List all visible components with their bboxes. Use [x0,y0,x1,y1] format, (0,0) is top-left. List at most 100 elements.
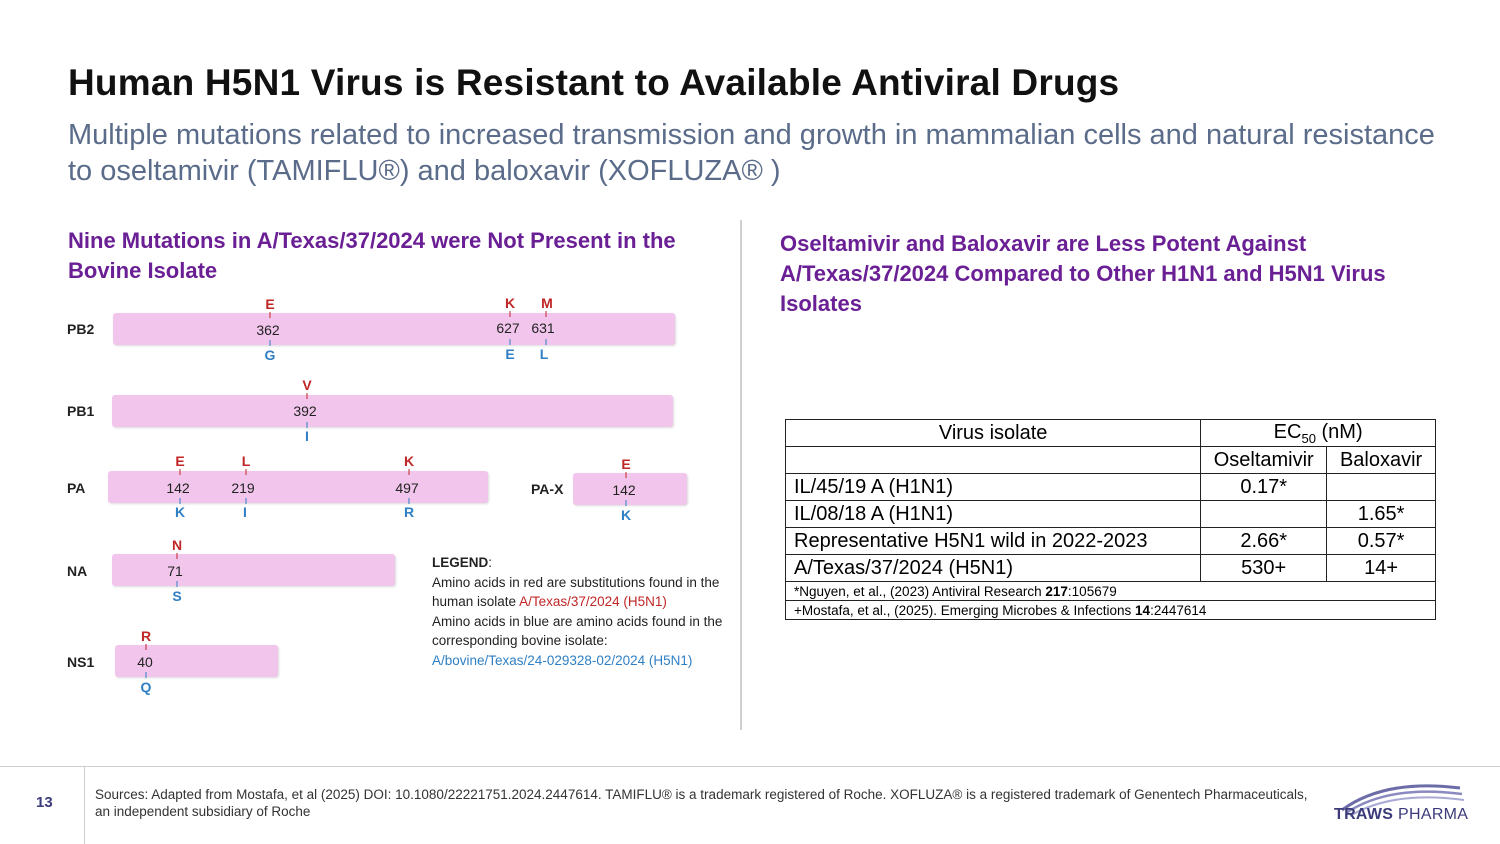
bovine-aa: L [539,346,549,362]
segment-label-pb2: PB2 [67,321,95,337]
header-oseltamivir: Oseltamivir [1200,446,1328,474]
segment-label-ns1: NS1 [67,654,95,670]
reference-row: +Mostafa, et al., (2025). Emerging Micro… [785,600,1436,620]
isolate-cell: A/Texas/37/2024 (H5N1) [784,554,1202,582]
segment-label-na: NA [67,563,88,579]
ref-text: +Mostafa, et al., (2025). Emerging Micro… [794,602,1136,618]
human-aa: E [621,456,631,472]
tick-mark [245,498,247,504]
logo-bold: TRAWS [1334,806,1394,823]
diagram-legend: LEGEND: Amino acids in red are substitut… [432,553,742,670]
mutation-position: 40 [137,654,153,670]
human-aa: M [541,295,553,311]
tick-mark [545,339,547,345]
tick-mark [408,469,410,475]
table-row: IL/45/19 A (H1N1) 0.17* [784,473,1436,501]
mutation-position: 362 [256,322,280,338]
segment-bar-pb1 [112,395,673,427]
tick-mark [306,422,308,428]
baloxavir-cell: 1.65* [1326,500,1436,528]
tick-mark [145,644,147,650]
bovine-aa: R [403,504,415,520]
tick-mark [176,553,178,559]
human-aa: E [175,453,185,469]
ref-text: :105679 [1067,583,1117,599]
column-divider [740,220,742,730]
mutations-heading: Nine Mutations in A/Texas/37/2024 were N… [68,228,676,283]
mutation-position: 497 [395,480,419,496]
tick-mark [625,472,627,478]
legend-red-isolate: A/Texas/37/2024 (H5N1) [519,594,667,609]
isolate-cell: IL/08/18 A (H1N1) [784,500,1202,528]
bovine-aa: I [243,504,247,520]
ref-text: :2447614 [1150,602,1207,618]
company-logo-text: TRAWS PHARMA [1334,806,1468,824]
tick-mark [179,498,181,504]
page-title: Human H5N1 Virus is Resistant to Availab… [68,62,1120,103]
isolate-cell: Representative H5N1 wild in 2022-2023 [784,527,1202,555]
human-aa: R [140,628,152,644]
baloxavir-cell: 0.57* [1326,527,1436,555]
bovine-aa: S [172,588,182,604]
legend-title: LEGEND [432,555,489,570]
tick-mark [306,393,308,399]
legend-colon: : [488,555,493,570]
ref-text: *Nguyen, et al., (2023) Antiviral Resear… [794,583,1046,599]
segment-bar-ns1 [115,645,278,677]
segment-label-pb1: PB1 [67,403,95,419]
legend-red-text: Amino acids in red are substitutions fou… [432,574,720,610]
footer-divider [0,766,1500,767]
ec50-table: Virus isolate EC50 (nM) Oseltamivir Balo… [784,419,1436,620]
tick-mark [269,340,271,346]
table-header-row: Virus isolate EC50 (nM) [784,419,1436,447]
footer-vertical-divider [84,767,85,844]
header-virus-isolate: Virus isolate [784,419,1202,447]
bovine-aa: K [620,507,632,523]
oseltamivir-cell: 530+ [1200,554,1328,582]
table-cell [784,446,1202,474]
table-row: Representative H5N1 wild in 2022-2023 2.… [784,527,1436,555]
baloxavir-cell: 14+ [1326,554,1436,582]
tick-mark [408,498,410,504]
bovine-aa: G [264,347,276,363]
sources-note: Sources: Adapted from Mostafa, et al (20… [95,787,1308,819]
tick-mark [176,581,178,587]
mutation-position: 392 [293,403,317,419]
human-aa: N [171,537,183,553]
bovine-aa: E [505,346,515,362]
reference-row: *Nguyen, et al., (2023) Antiviral Resear… [785,581,1436,601]
tick-mark [145,672,147,678]
tick-mark [179,469,181,475]
page-subtitle: Multiple mutations related to increased … [68,119,1435,187]
table-subheader-row: Oseltamivir Baloxavir [784,446,1436,474]
reference-mostafa: +Mostafa, et al., (2025). Emerging Micro… [785,600,1436,620]
tick-mark [625,500,627,506]
legend-blue-isolate: A/bovine/Texas/24-029328-02/2024 (H5N1) [432,652,693,668]
segment-bar-na [112,554,395,586]
tick-mark [545,311,547,317]
legend-blue-text: Amino acids in blue are amino acids foun… [432,613,723,649]
mutation-position: 631 [531,320,555,336]
mutation-position: 142 [612,482,636,498]
header-ec50-prefix: EC [1273,420,1302,443]
segment-bar-pax [573,473,687,505]
mutation-position: 142 [166,480,190,496]
isolate-cell: IL/45/19 A (H1N1) [784,473,1202,501]
tick-mark [509,311,511,317]
reference-nguyen: *Nguyen, et al., (2023) Antiviral Resear… [785,581,1436,601]
header-ec50: EC50 (nM) [1200,419,1436,447]
human-aa: V [302,377,312,393]
page-number: 13 [36,794,53,811]
tick-mark [509,339,511,345]
human-aa: K [403,453,415,469]
table-row: A/Texas/37/2024 (H5N1) 530+ 14+ [784,554,1436,582]
human-aa: K [504,295,516,311]
human-aa: L [241,453,251,469]
ref-volume: 217 [1045,583,1068,599]
oseltamivir-cell: 0.17* [1200,473,1328,501]
mutation-position: 71 [167,563,183,579]
potency-heading: Oseltamivir and Baloxavir are Less Poten… [780,231,1386,316]
baloxavir-cell [1326,473,1436,501]
bovine-aa: I [305,428,309,444]
tick-mark [269,312,271,318]
